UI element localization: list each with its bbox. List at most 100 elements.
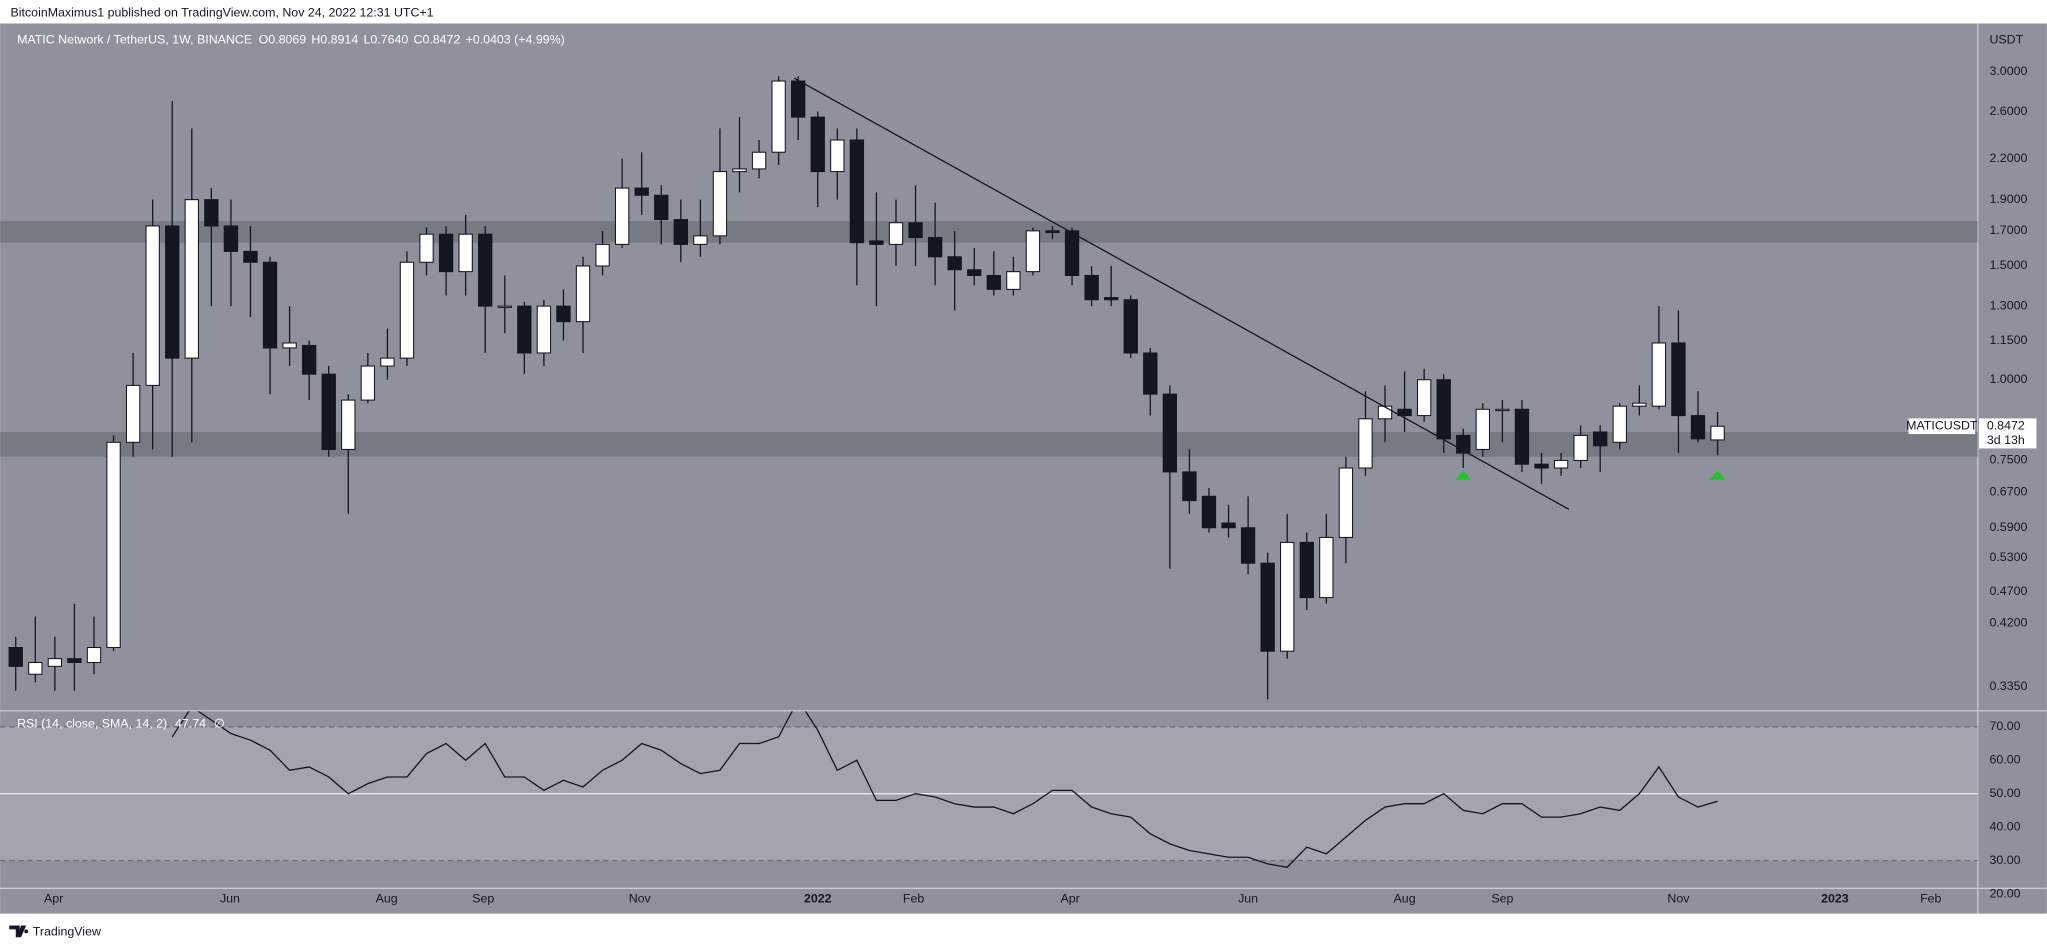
- candle-body: [1064, 230, 1080, 277]
- candle-body: [830, 139, 845, 173]
- candle-body: [1201, 495, 1217, 529]
- candle-body: [1553, 459, 1569, 469]
- y-tick-label: 0.5300: [1989, 550, 2027, 564]
- candle-body: [204, 199, 219, 227]
- candle-body: [341, 399, 356, 450]
- candle-body: [810, 116, 825, 173]
- candle-body: [1593, 431, 1608, 447]
- x-tick-label: Apr: [44, 892, 63, 906]
- candle-body: [1416, 379, 1432, 417]
- x-tick-label: Nov: [1667, 892, 1690, 906]
- candle-body: [1025, 230, 1041, 273]
- candle-body: [1436, 379, 1451, 440]
- price-tag: 0.8472: [1987, 419, 2025, 433]
- x-tick-label: Aug: [376, 892, 398, 906]
- candle-body: [184, 199, 199, 359]
- y-tick-label: 1.0000: [1989, 372, 2027, 386]
- rsi-tick-label: 20.00: [1989, 886, 2020, 900]
- price-tag-box: [1979, 418, 2037, 449]
- candle-body: [262, 261, 278, 349]
- candle-body: [1514, 408, 1530, 465]
- top-bar: [0, 0, 2047, 24]
- trendline: [793, 77, 1570, 510]
- candle-body: [8, 646, 23, 667]
- candle-body: [67, 658, 82, 664]
- x-tick-label: Sep: [1491, 892, 1513, 906]
- x-tick-label: Nov: [629, 892, 652, 906]
- y-tick-label: 0.4700: [1989, 584, 2027, 598]
- candle-body: [1573, 434, 1588, 461]
- x-tick-label: Jun: [1238, 892, 1258, 906]
- x-tick-label: Jun: [220, 892, 240, 906]
- publisher: BitcoinMaximus1 published on TradingView…: [11, 5, 434, 19]
- arrow-marker: [1455, 470, 1472, 480]
- y-tick-label: 1.9000: [1989, 192, 2027, 206]
- status-value: 0.8914: [320, 33, 358, 47]
- x-tick-label: Apr: [1060, 892, 1079, 906]
- candle-body: [380, 357, 395, 367]
- candle-body: [888, 222, 904, 245]
- status-key: L: [363, 33, 370, 47]
- candle-body: [908, 222, 923, 239]
- rsi-last-value: 47.74: [175, 717, 206, 731]
- candle-body: [282, 342, 297, 349]
- x-tick-label: 2023: [1821, 892, 1849, 906]
- candle-body: [947, 256, 962, 271]
- brand-name: TradingView: [33, 924, 101, 938]
- candle-body: [28, 661, 43, 675]
- candle-body: [732, 168, 747, 173]
- y-tick-label: 0.4200: [1989, 615, 2027, 629]
- y-tick-label: 0.7500: [1989, 453, 2027, 467]
- y-tick-label: 1.1500: [1989, 333, 2027, 347]
- candle-body: [556, 305, 571, 323]
- rsi-title: RSI (14, close, SMA, 14, 2): [17, 717, 167, 731]
- candle-body: [791, 80, 806, 118]
- candle-body: [575, 265, 591, 323]
- candle-body: [986, 274, 1001, 290]
- rsi-tick-label: 70.00: [1989, 719, 2020, 733]
- candle-body: [1182, 471, 1197, 502]
- status-value: 0.8069: [268, 33, 306, 47]
- candle-body: [497, 305, 512, 308]
- candle-body: [399, 261, 415, 359]
- candle-body: [1475, 408, 1490, 450]
- candle-body: [1690, 415, 1706, 440]
- rsi-tick-label: 40.00: [1989, 819, 2020, 833]
- candle-body: [673, 219, 688, 245]
- candle-body: [1280, 541, 1295, 652]
- candle-body: [693, 235, 708, 245]
- rsi-pane: [0, 711, 1978, 868]
- candle-body: [517, 305, 532, 354]
- y-tick-label: 2.2000: [1989, 151, 2027, 165]
- candle-body: [360, 365, 376, 401]
- candle-body: [869, 240, 884, 245]
- price-pane: [0, 76, 1978, 700]
- candle-body: [1671, 342, 1686, 417]
- x-tick-label: 2022: [804, 892, 832, 906]
- candle-body: [614, 187, 630, 245]
- candle-body: [165, 225, 180, 359]
- candle-body: [967, 269, 982, 277]
- y-tick-label: 1.3000: [1989, 298, 2027, 312]
- candle-body: [438, 233, 454, 273]
- y-tick-label: 2.6000: [1989, 104, 2027, 118]
- candle-body: [1162, 393, 1178, 473]
- candle-body: [478, 233, 493, 307]
- sr-zone: [0, 221, 1978, 243]
- candle-body: [1710, 425, 1725, 441]
- y-tick-label: 0.3350: [1989, 679, 2027, 693]
- candle-body: [145, 225, 160, 386]
- change: +0.0403 (+4.99%): [466, 33, 565, 47]
- candle-body: [654, 194, 669, 221]
- candle-body: [634, 187, 649, 196]
- status-key: O: [259, 33, 269, 47]
- y-tick-label: 1.7000: [1989, 223, 2027, 237]
- candle-body: [1006, 271, 1021, 290]
- candle-body: [1377, 405, 1393, 420]
- candle-body: [712, 171, 728, 237]
- candle-body: [1240, 527, 1256, 564]
- candle-body: [1397, 408, 1412, 417]
- candle-body: [419, 233, 434, 263]
- brand-logo: [9, 925, 29, 938]
